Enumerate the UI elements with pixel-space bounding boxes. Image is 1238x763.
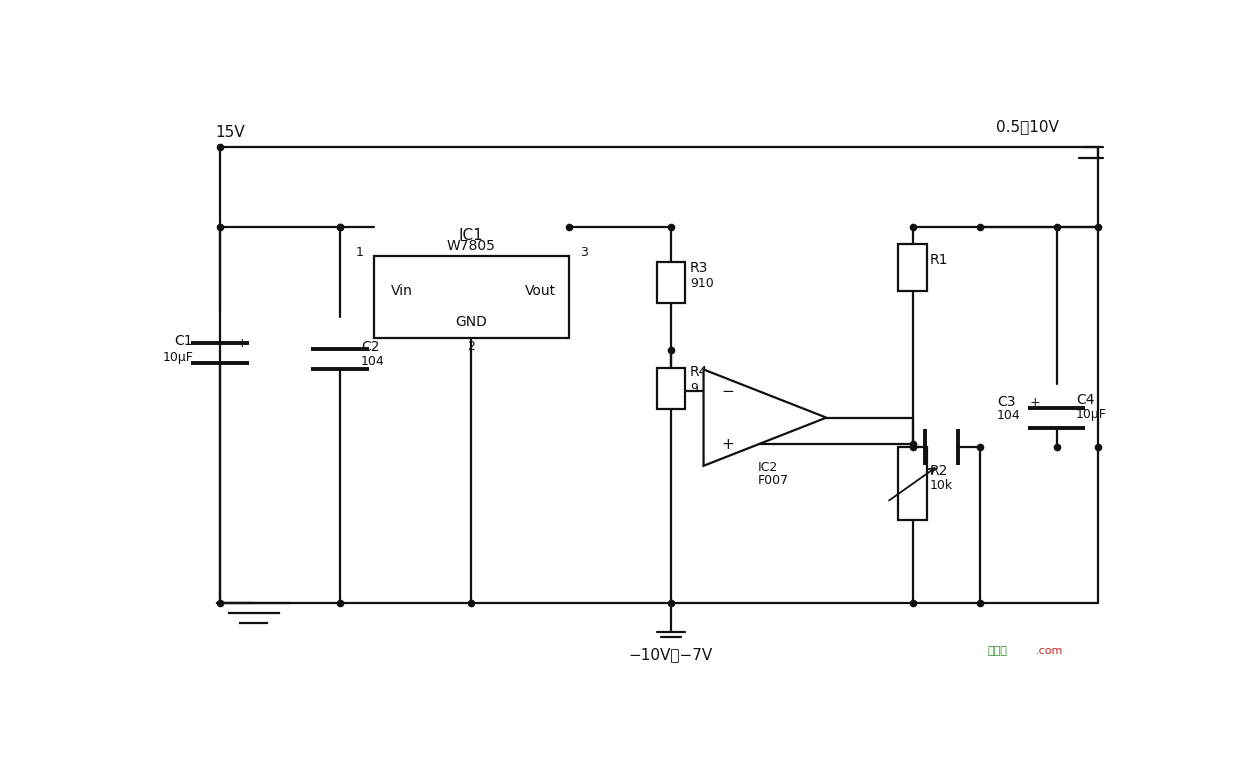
Text: 910: 910	[690, 277, 714, 290]
Text: 10k: 10k	[930, 478, 953, 491]
Text: R3: R3	[690, 261, 708, 275]
Bar	[656, 368, 686, 409]
Text: R2: R2	[930, 463, 948, 478]
Text: R1: R1	[930, 253, 948, 267]
Text: C4: C4	[1076, 393, 1094, 407]
Text: 10μF: 10μF	[1076, 408, 1107, 421]
Text: Vin: Vin	[391, 285, 413, 298]
Text: 10μF: 10μF	[162, 351, 193, 364]
Text: C1: C1	[175, 334, 193, 348]
Text: IC2: IC2	[758, 461, 777, 474]
Text: 104: 104	[361, 356, 385, 369]
Text: +: +	[1030, 396, 1040, 409]
Text: F007: F007	[758, 474, 789, 487]
Text: W7805: W7805	[447, 239, 495, 253]
Text: −10V～−7V: −10V～−7V	[629, 647, 713, 662]
Text: GND: GND	[456, 315, 488, 330]
Bar	[374, 256, 569, 338]
Text: C3: C3	[997, 394, 1015, 409]
Text: 1: 1	[357, 246, 364, 259]
Text: IC1: IC1	[459, 228, 484, 243]
Bar	[899, 447, 927, 520]
Text: −: −	[722, 384, 734, 399]
Text: 9.1k: 9.1k	[690, 382, 717, 394]
Text: +: +	[236, 337, 246, 350]
Text: 3: 3	[579, 246, 588, 259]
Bar	[656, 262, 686, 303]
Text: +: +	[722, 436, 734, 452]
Text: Vout: Vout	[525, 285, 556, 298]
Polygon shape	[703, 369, 827, 465]
Text: 15V: 15V	[215, 125, 245, 140]
Text: R4: R4	[690, 365, 708, 379]
Text: 2: 2	[468, 340, 475, 353]
Bar	[899, 244, 927, 291]
Text: .com: .com	[1035, 646, 1063, 656]
Text: C2: C2	[361, 340, 380, 353]
Text: 104: 104	[997, 410, 1021, 423]
Text: 接线图: 接线图	[987, 646, 1006, 656]
Text: 0.5～10V: 0.5～10V	[997, 119, 1060, 134]
